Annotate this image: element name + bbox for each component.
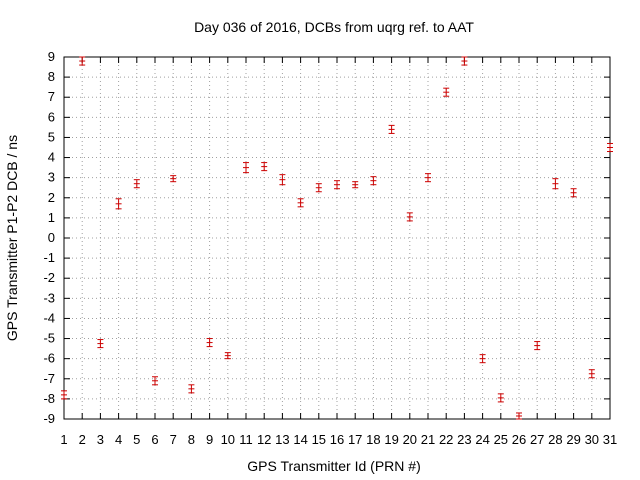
- x-tick-label: 11: [239, 432, 253, 447]
- data-point: [152, 376, 158, 386]
- data-point: [370, 176, 377, 186]
- y-tick-label: 2: [48, 190, 55, 205]
- y-tick-label: 9: [48, 49, 55, 64]
- x-tick-label: 5: [133, 432, 140, 447]
- data-point: [97, 339, 104, 349]
- data-point: [570, 188, 577, 198]
- x-tick-label: 21: [421, 432, 435, 447]
- y-tick-label: -7: [43, 371, 55, 386]
- y-tick-label: -3: [43, 290, 55, 305]
- data-point: [461, 56, 468, 66]
- x-tick-label: 13: [275, 432, 289, 447]
- y-tick-label: 7: [48, 89, 55, 104]
- data-point: [279, 174, 286, 186]
- x-tick-label: 23: [457, 432, 471, 447]
- x-tick-label: 28: [548, 432, 562, 447]
- x-tick-label: 7: [170, 432, 177, 447]
- y-tick-label: 5: [48, 129, 55, 144]
- data-point: [133, 179, 140, 189]
- x-tick-label: 10: [221, 432, 235, 447]
- data-point: [497, 393, 504, 403]
- data-point: [315, 183, 322, 193]
- y-tick-label: -9: [43, 411, 55, 426]
- x-tick-label: 4: [115, 432, 122, 447]
- data-point: [188, 384, 195, 394]
- data-point: [224, 352, 231, 360]
- grid: [64, 57, 610, 419]
- data-point: [388, 124, 395, 134]
- data-point: [115, 198, 122, 210]
- y-tick-label: -6: [43, 351, 55, 366]
- y-tick-label: -5: [43, 331, 55, 346]
- data-point: [206, 338, 213, 348]
- data-point: [261, 162, 268, 172]
- x-tick-label: 20: [403, 432, 417, 447]
- x-tick-label: 29: [566, 432, 580, 447]
- x-tick-label: 17: [348, 432, 362, 447]
- x-tick-label: 9: [206, 432, 213, 447]
- x-axis-tick-labels: 1 2 3 4 5 6 7 8 9 10 11 12 13 14 15 16 17 18 19 20 21 22 23 24 2…: [60, 432, 617, 447]
- x-tick-label: 27: [530, 432, 544, 447]
- x-tick-label: 14: [293, 432, 307, 447]
- chart-title: Day 036 of 2016, DCBs from uqrg ref. to …: [194, 19, 474, 35]
- x-tick-label: 8: [188, 432, 195, 447]
- data-point: [243, 162, 249, 174]
- data-point: [425, 173, 431, 183]
- data-point: [297, 198, 304, 208]
- x-tick-label: 31: [603, 432, 617, 447]
- data-point: [607, 142, 613, 153]
- axis-ticks: [63, 56, 611, 420]
- data-point: [443, 87, 450, 97]
- data-point: [534, 341, 541, 351]
- x-tick-label: 12: [257, 432, 271, 447]
- x-tick-label: 19: [384, 432, 398, 447]
- x-tick-label: 1: [60, 432, 67, 447]
- data-point: [334, 180, 340, 190]
- data-point: [61, 390, 67, 400]
- y-axis-label: GPS Transmitter P1-P2 DCB / ns: [4, 135, 20, 341]
- y-tick-label: -2: [43, 270, 55, 285]
- x-tick-label: 24: [475, 432, 489, 447]
- y-tick-label: 1: [48, 210, 55, 225]
- data-point: [516, 412, 522, 420]
- x-tick-label: 3: [97, 432, 104, 447]
- y-tick-label: 6: [48, 109, 55, 124]
- data-point: [479, 354, 486, 364]
- x-tick-label: 22: [439, 432, 453, 447]
- y-axis-tick-labels: 9 8 7 6 5 4 3 2 1 0 -1 -2 -3 -4 -5 -6 -7 -8 -9: [43, 49, 55, 426]
- y-tick-label: -1: [43, 250, 55, 265]
- x-axis-label: GPS Transmitter Id (PRN #): [247, 458, 420, 474]
- y-tick-label: 8: [48, 69, 55, 84]
- y-tick-label: -8: [43, 391, 55, 406]
- x-tick-label: 26: [512, 432, 526, 447]
- data-point: [352, 181, 359, 189]
- y-tick-label: 4: [48, 150, 55, 165]
- data-points: [61, 56, 613, 420]
- y-tick-label: -4: [43, 310, 55, 325]
- y-tick-label: 3: [48, 170, 55, 185]
- x-tick-label: 25: [494, 432, 508, 447]
- x-tick-label: 30: [585, 432, 599, 447]
- x-tick-label: 6: [151, 432, 158, 447]
- y-tick-label: 0: [48, 230, 55, 245]
- x-tick-label: 18: [366, 432, 380, 447]
- data-point: [170, 175, 177, 183]
- data-point: [406, 212, 413, 222]
- data-point: [552, 178, 559, 190]
- x-tick-label: 15: [312, 432, 326, 447]
- data-point: [588, 369, 595, 379]
- x-tick-label: 2: [79, 432, 86, 447]
- data-point: [79, 56, 86, 66]
- x-tick-label: 16: [330, 432, 344, 447]
